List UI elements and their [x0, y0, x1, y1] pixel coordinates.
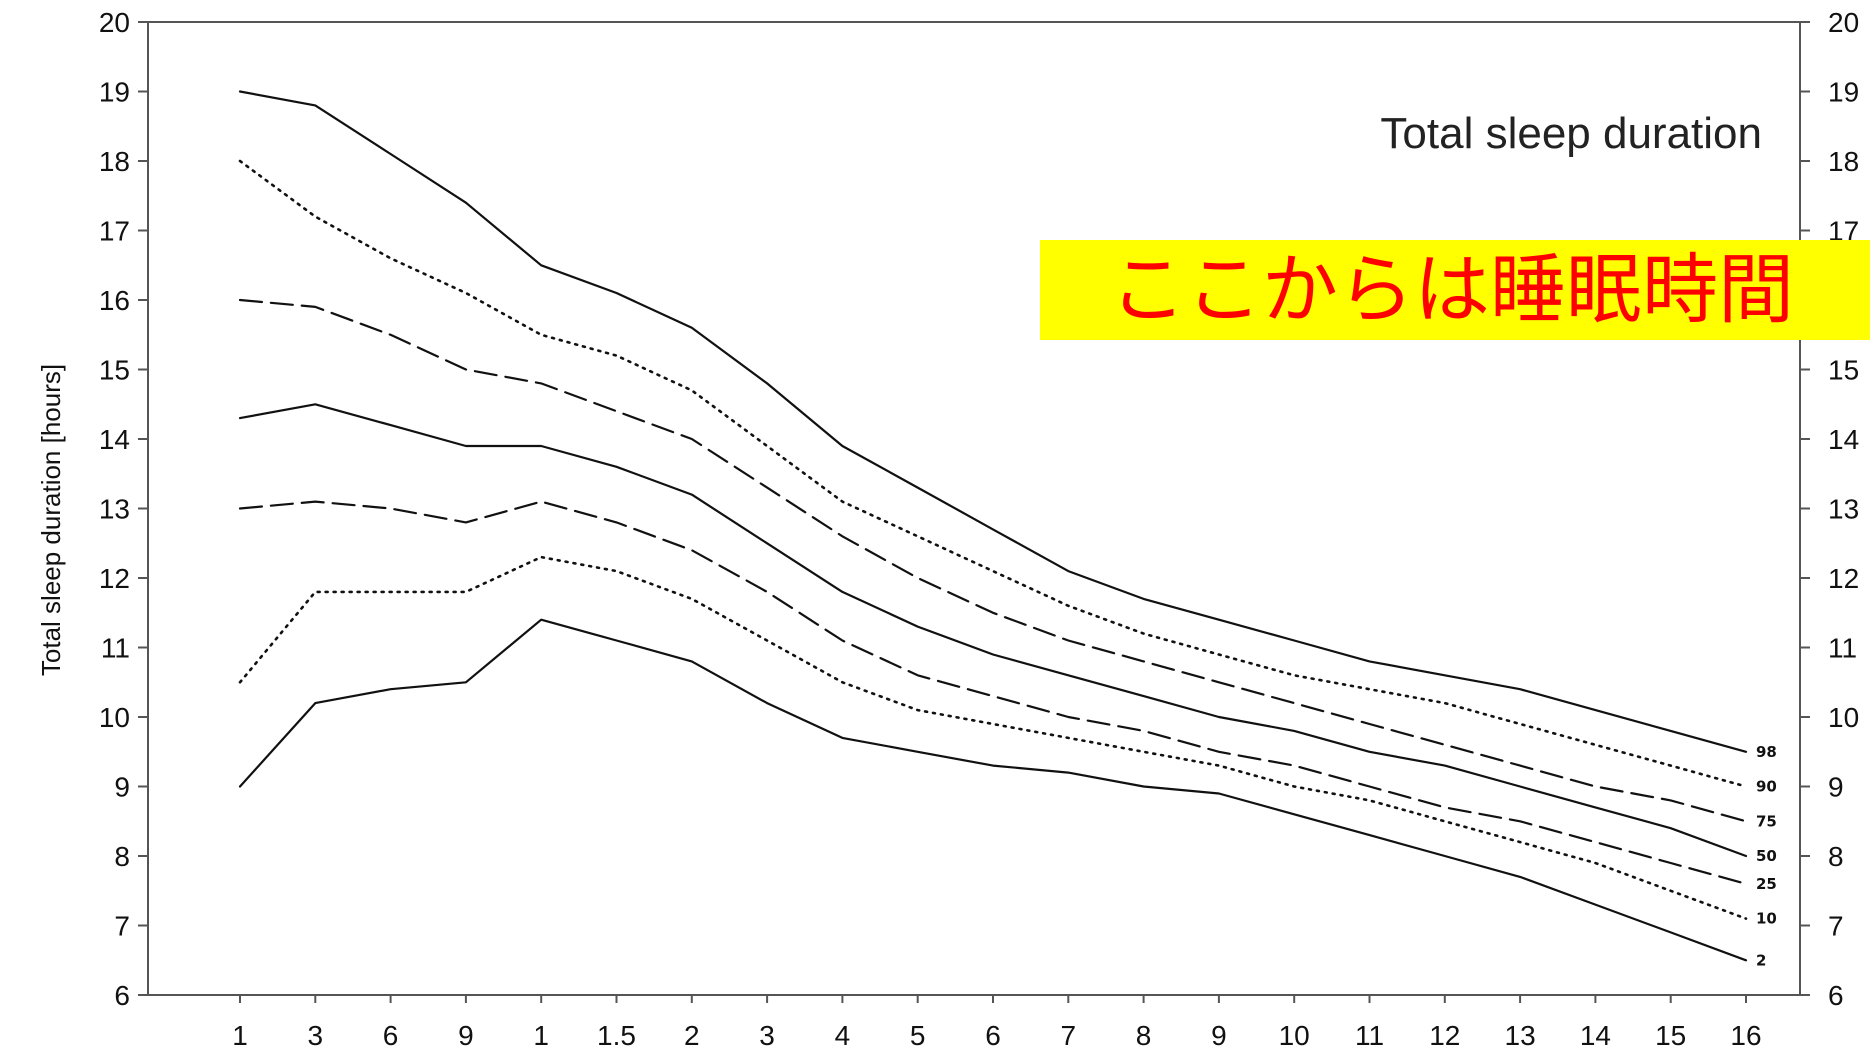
right-tick-label: 19: [1828, 77, 1859, 108]
right-tick-label: 14: [1828, 424, 1859, 455]
series-line-p10: [238, 555, 1748, 920]
y-tick-label: 9: [114, 772, 130, 803]
right-tick-label: 18: [1828, 146, 1859, 177]
series-layer: [238, 90, 1748, 962]
right-tick-label: 8: [1828, 841, 1844, 872]
percentile-label: 2: [1756, 951, 1766, 969]
y-tick-label: 10: [99, 702, 130, 733]
y-tick-label: 8: [114, 841, 130, 872]
percentile-label: 98: [1756, 743, 1777, 761]
series-line-p2: [238, 618, 1748, 962]
percentile-label: 25: [1756, 875, 1777, 893]
x-tick-label: 9: [1211, 1020, 1227, 1051]
x-tick-label: 4: [835, 1020, 851, 1051]
x-tick-label: 6: [383, 1020, 399, 1051]
x-tick-label: 10: [1279, 1020, 1310, 1051]
y-tick-label: 19: [99, 77, 130, 108]
x-tick-label: 6: [985, 1020, 1001, 1051]
x-tick-label: 7: [1061, 1020, 1077, 1051]
percentile-label: 50: [1756, 847, 1777, 865]
right-tick-label: 12: [1828, 563, 1859, 594]
x-tick-label: 1: [533, 1020, 549, 1051]
x-tick-label: 12: [1429, 1020, 1460, 1051]
x-tick-label: 3: [308, 1020, 324, 1051]
right-tick-label: 15: [1828, 355, 1859, 386]
percentile-label: 90: [1756, 778, 1777, 796]
series-line-p90: [238, 159, 1748, 788]
x-tick-label: 11: [1355, 1020, 1384, 1051]
y-tick-label: 7: [114, 911, 130, 942]
x-tick-label: 14: [1580, 1020, 1611, 1051]
right-tick-label: 11: [1828, 633, 1857, 664]
x-tick-label: 15: [1655, 1020, 1686, 1051]
banner-text: ここからは睡眠時間: [1110, 245, 1794, 334]
x-tick-label: 13: [1505, 1020, 1536, 1051]
right-tick-label: 7: [1828, 911, 1844, 942]
y-tick-label: 14: [99, 424, 130, 455]
x-axis: 1 3 6 9 1 1.5 2 3 4 5 6 7 8 9 10 11 12 13 14 15 16: [232, 995, 1762, 1051]
percentile-label: 10: [1756, 910, 1777, 928]
right-tick-label: 20: [1828, 7, 1859, 38]
series-line-p75: [238, 298, 1748, 823]
x-tick-label: 1.5: [597, 1020, 636, 1051]
series-line-p50: [238, 403, 1748, 858]
series-line-p98: [238, 90, 1748, 753]
series-line-p25: [238, 500, 1748, 885]
x-tick-label: 1: [232, 1020, 248, 1051]
right-tick-label: 13: [1828, 494, 1859, 525]
percentile-labels: 98 90 75 50 25 10 2: [1756, 743, 1777, 970]
y-tick-label: 6: [114, 980, 130, 1011]
y-tick-label: 12: [99, 563, 130, 594]
y-tick-label: 17: [99, 216, 130, 247]
y-tick-label: 15: [99, 355, 130, 386]
x-tick-label: 16: [1730, 1020, 1761, 1051]
x-tick-label: 8: [1136, 1020, 1152, 1051]
right-tick-label: 10: [1828, 702, 1859, 733]
y-axis-label: Total sleep duration [hours]: [36, 364, 66, 676]
percentile-label: 75: [1756, 812, 1777, 830]
x-tick-label: 5: [910, 1020, 926, 1051]
y-tick-label: 13: [99, 494, 130, 525]
right-tick-label: 9: [1828, 772, 1844, 803]
x-tick-label: 3: [759, 1020, 775, 1051]
highlight-banner: ここからは睡眠時間: [1040, 240, 1870, 340]
chart-title: Total sleep duration: [1380, 109, 1762, 158]
y-tick-label: 16: [99, 285, 130, 316]
y-tick-label: 18: [99, 146, 130, 177]
y-tick-label: 20: [99, 7, 130, 38]
left-y-axis: 6 7 8 9 10 11 12 13 14 15 16 17 18 19 20: [99, 7, 148, 1011]
y-tick-label: 11: [101, 633, 130, 664]
x-tick-label: 2: [684, 1020, 700, 1051]
x-tick-label: 9: [458, 1020, 474, 1051]
right-tick-label: 6: [1828, 980, 1844, 1011]
